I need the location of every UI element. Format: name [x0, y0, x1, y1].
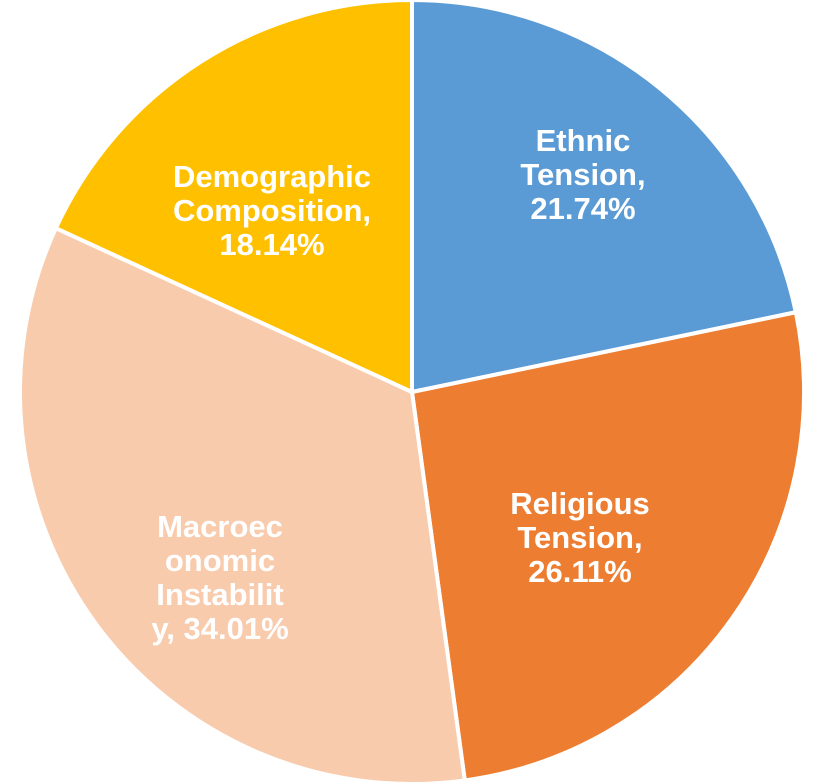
data-label-macroeconomic-instability: Macroec onomic Instabilit y, 34.01% — [151, 509, 288, 646]
pie-slices — [18, 0, 806, 784]
data-label-line: Instabilit — [156, 577, 283, 612]
data-label-religious-tension: Religious Tension, 26.11% — [510, 486, 650, 589]
slice-demographic-composition — [53, 0, 414, 394]
data-label-line: Composition, — [173, 193, 371, 228]
pie-labels: Ethnic Tension, 21.74%Religious Tension, 26.… — [151, 123, 649, 646]
data-label-line: 21.74% — [530, 191, 635, 226]
data-label-line: Tension, — [520, 157, 645, 192]
data-label-line: Demographic — [173, 159, 371, 194]
data-label-line: 26.11% — [528, 554, 631, 589]
data-label-line: Religious — [510, 486, 650, 521]
data-label-line: y, 34.01% — [151, 611, 288, 646]
slice-ethnic-tension — [410, 0, 798, 394]
data-label-demographic-composition: Demographic Composition, 18.14% — [173, 159, 371, 262]
data-label-line: onomic — [165, 543, 275, 578]
data-label-line: Ethnic — [536, 123, 631, 158]
data-label-ethnic-tension: Ethnic Tension, 21.74% — [520, 123, 645, 226]
data-label-line: 18.14% — [219, 227, 324, 262]
data-label-line: Tension, — [517, 520, 642, 555]
data-label-line: Macroec — [157, 509, 283, 544]
slice-religious-tension — [410, 310, 806, 783]
